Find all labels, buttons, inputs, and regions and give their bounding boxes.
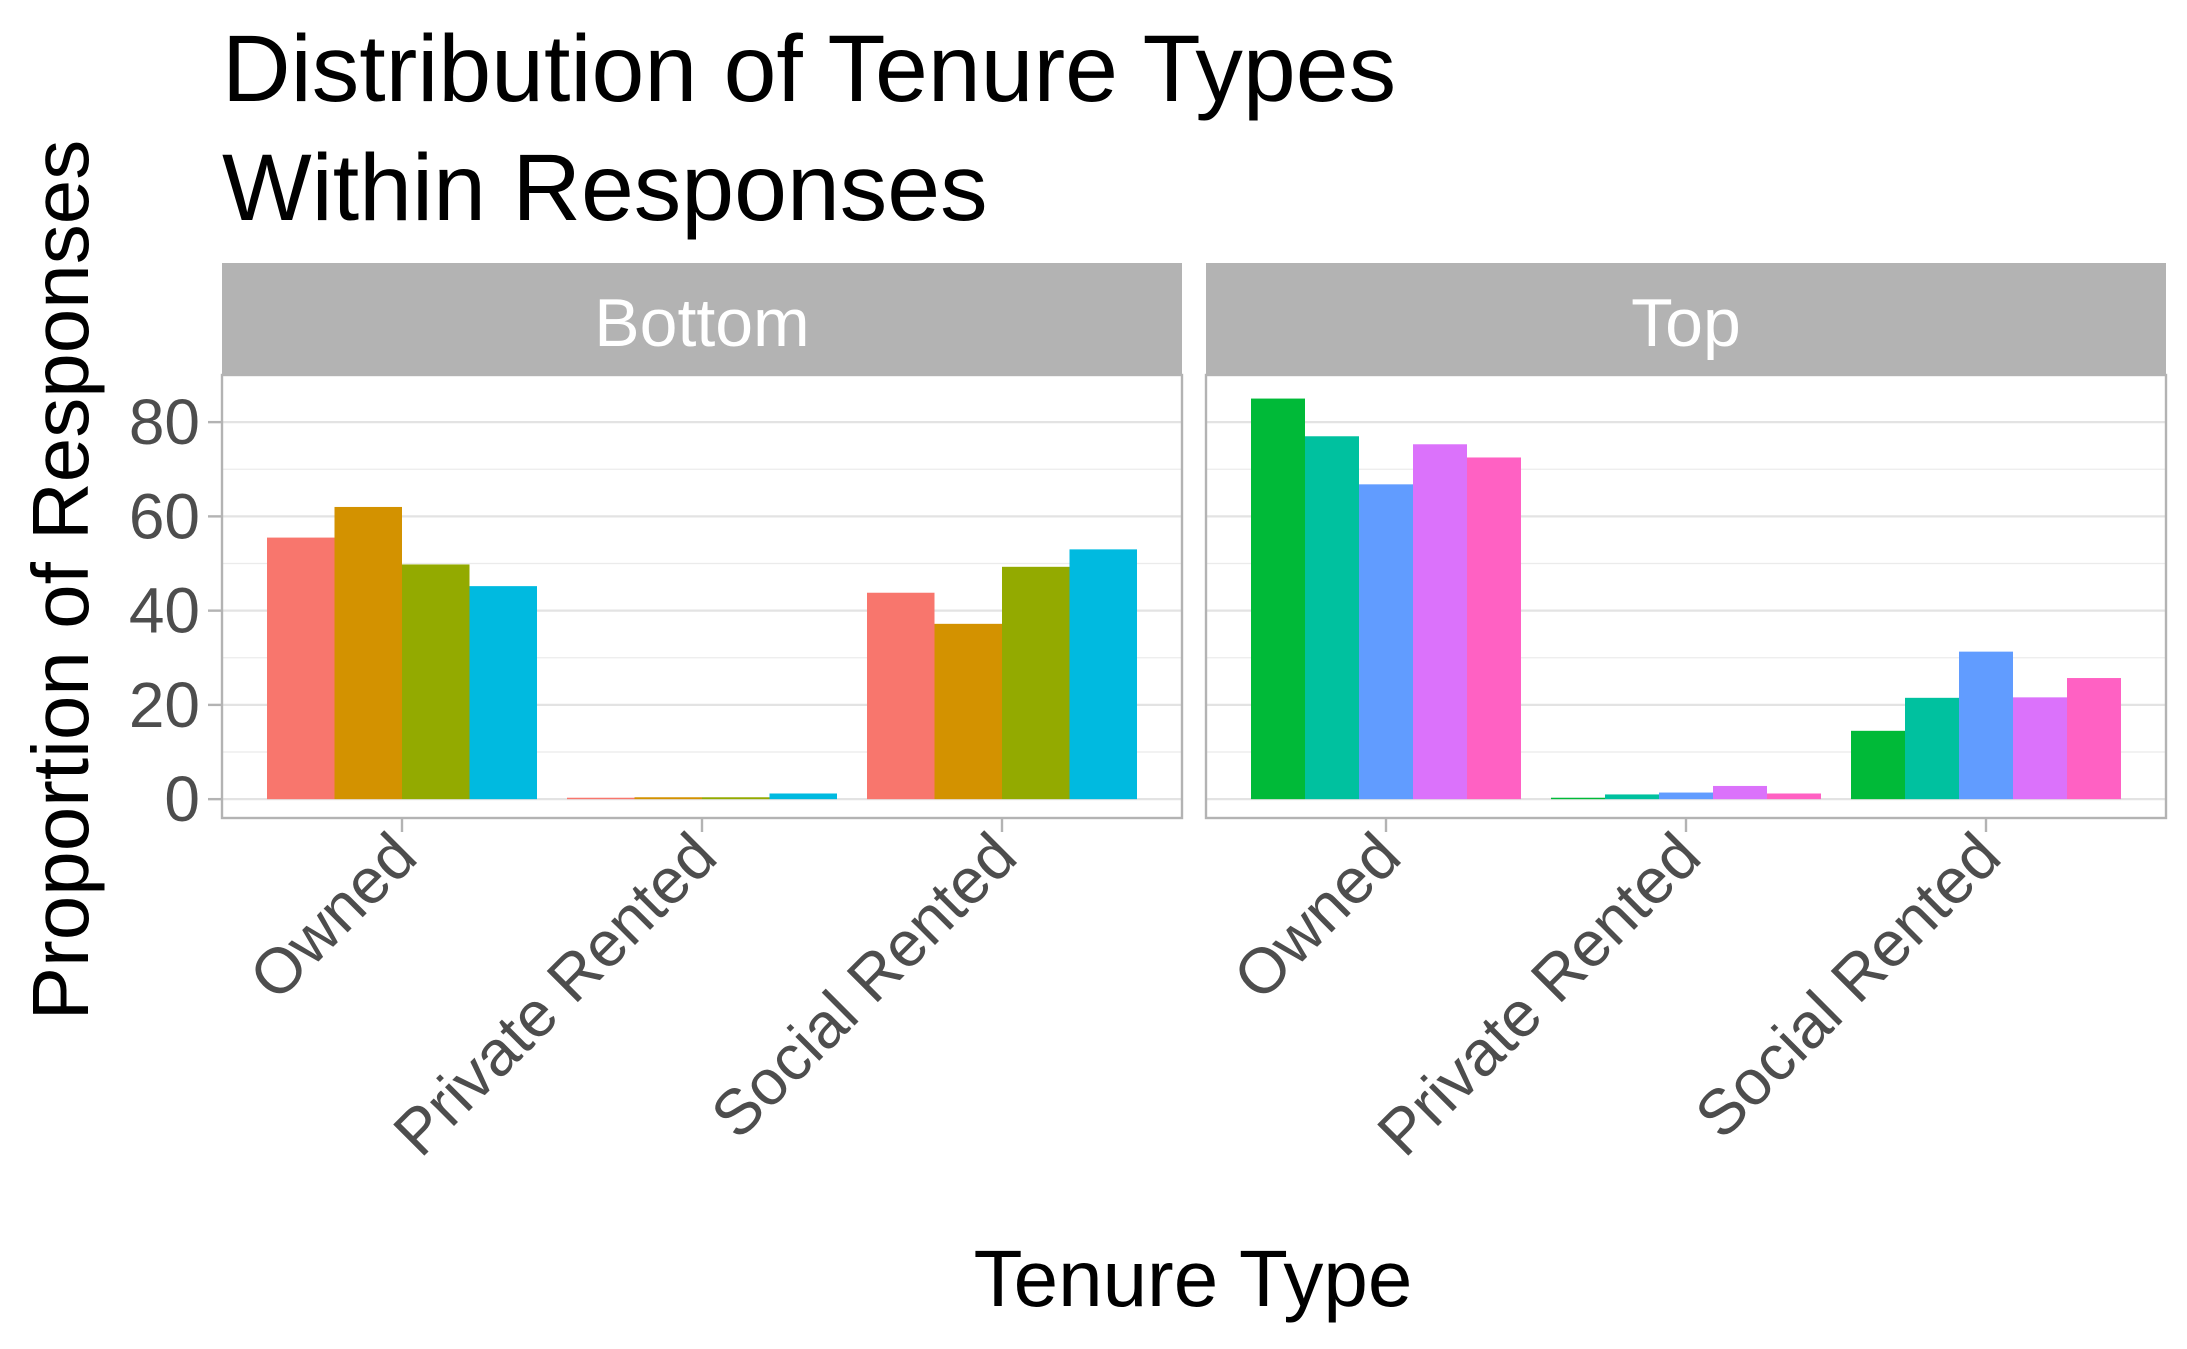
bar-top-series4-owned bbox=[1413, 444, 1467, 800]
y-tick-label: 40 bbox=[129, 575, 200, 647]
bar-bottom-series1-private-rented bbox=[567, 797, 635, 800]
strip-top bbox=[1206, 263, 2166, 375]
bar-top-series2-private-rented bbox=[1605, 794, 1659, 800]
y-tick-label: 20 bbox=[129, 669, 200, 741]
bar-bottom-series2-private-rented bbox=[634, 797, 702, 800]
bar-bottom-series3-owned bbox=[402, 564, 470, 800]
bar-top-series1-private-rented bbox=[1551, 797, 1605, 800]
bar-top-series5-social-rented bbox=[2067, 678, 2121, 800]
bar-top-series4-private-rented bbox=[1713, 785, 1767, 800]
bar-bottom-series3-private-rented bbox=[702, 797, 770, 800]
bar-bottom-series1-social-rented bbox=[867, 592, 935, 800]
bar-bottom-series1-owned bbox=[267, 537, 335, 800]
y-tick-label: 80 bbox=[129, 386, 200, 458]
bar-top-series1-owned bbox=[1251, 398, 1305, 800]
x-tick-label: Owned bbox=[236, 819, 430, 1013]
bar-bottom-series4-social-rented bbox=[1069, 549, 1137, 800]
x-tick-label: Social Rented bbox=[697, 819, 1030, 1152]
bar-top-series4-social-rented bbox=[2013, 697, 2067, 800]
bar-bottom-series4-owned bbox=[469, 586, 537, 800]
bar-top-series2-owned bbox=[1305, 436, 1359, 800]
strip-label-bottom: Bottom bbox=[594, 285, 809, 361]
y-tick-label: 60 bbox=[129, 480, 200, 552]
bar-top-series5-owned bbox=[1467, 457, 1521, 800]
y-tick-label: 0 bbox=[164, 763, 200, 835]
bar-top-series3-private-rented bbox=[1659, 792, 1713, 800]
bar-bottom-series2-owned bbox=[334, 506, 402, 800]
x-tick-label: Private Rented bbox=[1364, 819, 1714, 1169]
chart-title-line-1: Distribution of Tenure Types bbox=[222, 16, 1396, 122]
bar-top-series3-owned bbox=[1359, 484, 1413, 800]
strip-bottom bbox=[222, 263, 1182, 375]
bar-bottom-series2-social-rented bbox=[934, 623, 1002, 800]
chart-title-line-2: Within Responses bbox=[222, 135, 988, 241]
bar-top-series3-social-rented bbox=[1959, 651, 2013, 800]
y-axis-title: Proportion of Responses bbox=[16, 140, 105, 1021]
bar-top-series2-social-rented bbox=[1905, 697, 1959, 800]
x-axis-title: Tenure Type bbox=[974, 1234, 1413, 1323]
bar-bottom-series3-social-rented bbox=[1002, 566, 1070, 800]
x-tick-label: Private Rented bbox=[380, 819, 730, 1169]
strip-label-top: Top bbox=[1631, 285, 1741, 361]
bar-top-series5-private-rented bbox=[1767, 793, 1821, 800]
x-tick-label: Owned bbox=[1220, 819, 1414, 1013]
x-tick-label: Social Rented bbox=[1681, 819, 2014, 1152]
bar-top-series1-social-rented bbox=[1851, 730, 1905, 800]
bar-bottom-series4-private-rented bbox=[769, 793, 837, 800]
